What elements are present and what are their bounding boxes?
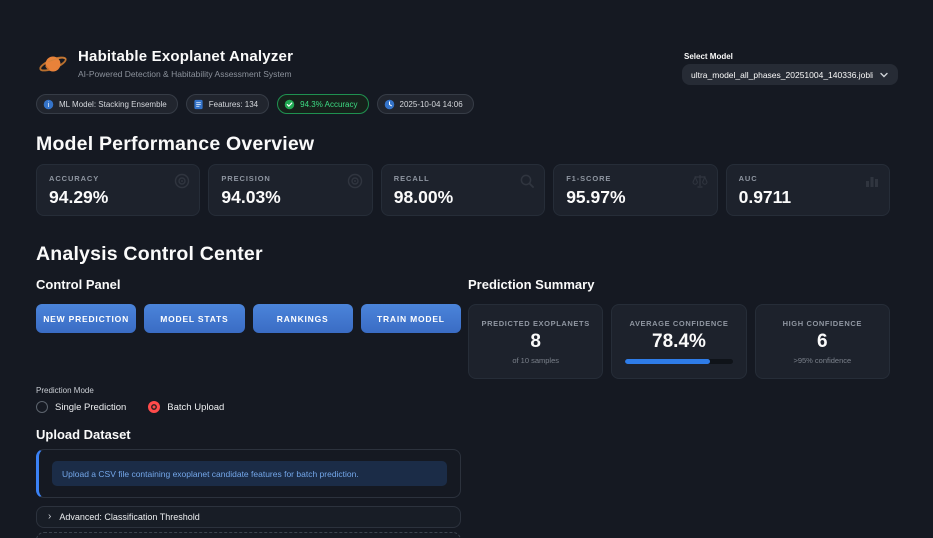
prediction-mode-radio-group: Single Prediction Batch Upload xyxy=(36,401,224,413)
metric-card-recall: RECALL 98.00% xyxy=(380,164,546,216)
badge-label: Features: 134 xyxy=(208,99,259,109)
metric-label: ACCURACY xyxy=(49,174,100,183)
svg-text:i: i xyxy=(48,101,50,108)
info-icon: i xyxy=(43,99,54,109)
saturn-planet-icon xyxy=(39,56,67,72)
metric-card-auc: AUC 0.9711 xyxy=(725,164,890,216)
model-select-dropdown[interactable]: ultra_model_all_phases_20251004_140336.j… xyxy=(682,64,898,85)
metric-card-accuracy: ACCURACY 94.29% xyxy=(36,164,201,216)
performance-heading: Model Performance Overview xyxy=(36,133,315,155)
magnifier-icon xyxy=(520,174,535,188)
target-icon xyxy=(175,173,190,189)
chevron-down-icon xyxy=(880,72,888,77)
control-center-heading: Analysis Control Center xyxy=(36,243,263,265)
features-icon xyxy=(194,99,203,109)
train-model-button[interactable]: TRAIN MODEL xyxy=(360,304,461,333)
summary-subtext: of 10 samples xyxy=(512,355,560,365)
radio-option[interactable]: Batch Upload xyxy=(148,401,224,413)
rankings-button[interactable]: RANKINGS xyxy=(252,304,353,333)
summary-label: AVERAGE CONFIDENCE xyxy=(629,319,729,328)
radio-circle-icon xyxy=(148,401,161,413)
radio-label: Batch Upload xyxy=(167,401,225,413)
balance-icon xyxy=(692,175,708,188)
bar-chart-icon xyxy=(865,177,878,187)
badge-ml-model: i ML Model: Stacking Ensemble xyxy=(36,94,178,114)
summary-value: 8 xyxy=(530,330,541,352)
upload-info-alert: Upload a CSV file containing exoplanet c… xyxy=(52,461,447,486)
model-select-label: Select Model xyxy=(684,52,733,61)
prediction-summary-cards: PREDICTED EXOPLANETS 8 of 10 samples AVE… xyxy=(468,304,890,379)
expander-label: Advanced: Classification Threshold xyxy=(59,512,200,522)
model-stats-button[interactable]: MODEL STATS xyxy=(144,304,245,333)
control-panel-heading: Control Panel xyxy=(36,277,121,292)
upload-dataset-heading: Upload Dataset xyxy=(36,427,131,442)
clock-icon xyxy=(384,99,394,109)
prediction-summary-heading: Prediction Summary xyxy=(468,277,595,292)
badge-label: 2025-10-04 14:06 xyxy=(399,99,463,109)
metric-label: F1-SCORE xyxy=(566,174,612,183)
metric-cards: ACCURACY 94.29% PRECISION 94.03% RECALL … xyxy=(36,164,890,216)
badge-label: 94.3% Accuracy xyxy=(300,99,358,109)
summary-value: 78.4% xyxy=(652,331,706,352)
page-subtitle: AI-Powered Detection & Habitability Asse… xyxy=(78,69,292,79)
chevron-right-icon: › xyxy=(48,511,52,522)
radio-option[interactable]: Single Prediction xyxy=(36,401,126,413)
summary-subtext: >95% confidence xyxy=(793,355,852,365)
metric-label: AUC xyxy=(738,174,758,183)
advanced-threshold-expander[interactable]: › Advanced: Classification Threshold xyxy=(36,506,461,528)
app-header: Habitable Exoplanet Analyzer AI-Powered … xyxy=(38,48,293,79)
metric-label: PRECISION xyxy=(221,174,271,183)
file-upload-dropzone[interactable] xyxy=(36,532,461,538)
check-icon xyxy=(284,99,295,109)
metric-card-precision: PRECISION 94.03% xyxy=(208,164,373,216)
metric-value: 94.29% xyxy=(49,187,109,207)
status-badges: i ML Model: Stacking Ensemble Features: … xyxy=(36,94,474,114)
radio-circle-icon xyxy=(36,401,48,413)
metric-label: RECALL xyxy=(393,174,430,183)
metric-card-f1: F1-SCORE 95.97% xyxy=(553,164,718,216)
radio-label: Single Prediction xyxy=(55,401,127,413)
summary-value: 6 xyxy=(817,330,828,352)
confidence-progress-track xyxy=(624,359,733,364)
new-prediction-button[interactable]: NEW PREDICTION xyxy=(36,304,137,333)
metric-value: 95.97% xyxy=(566,187,626,207)
badge-timestamp: 2025-10-04 14:06 xyxy=(376,94,474,114)
target-icon xyxy=(347,173,362,189)
high-confidence-card: HIGH CONFIDENCE 6 >95% confidence xyxy=(754,304,890,379)
page-title: Habitable Exoplanet Analyzer xyxy=(78,48,294,65)
badge-features: Features: 134 xyxy=(185,94,270,114)
metric-value: 0.9711 xyxy=(738,187,792,207)
badge-accuracy: 94.3% Accuracy xyxy=(277,94,369,114)
prediction-mode-label: Prediction Mode xyxy=(36,386,94,395)
upload-container: Upload a CSV file containing exoplanet c… xyxy=(36,449,461,498)
average-confidence-card: AVERAGE CONFIDENCE 78.4% xyxy=(611,304,747,379)
model-select-value: ultra_model_all_phases_20251004_140336.j… xyxy=(691,69,873,80)
metric-value: 94.03% xyxy=(221,187,281,207)
summary-label: HIGH CONFIDENCE xyxy=(782,318,863,328)
control-panel-buttons: NEW PREDICTION MODEL STATS RANKINGS TRAI… xyxy=(36,304,461,333)
badge-label: ML Model: Stacking Ensemble xyxy=(59,99,167,109)
confidence-progress-fill xyxy=(624,359,710,364)
summary-label: PREDICTED EXOPLANETS xyxy=(481,318,590,328)
predicted-exoplanets-card: PREDICTED EXOPLANETS 8 of 10 samples xyxy=(468,304,604,379)
metric-value: 98.00% xyxy=(393,187,454,207)
